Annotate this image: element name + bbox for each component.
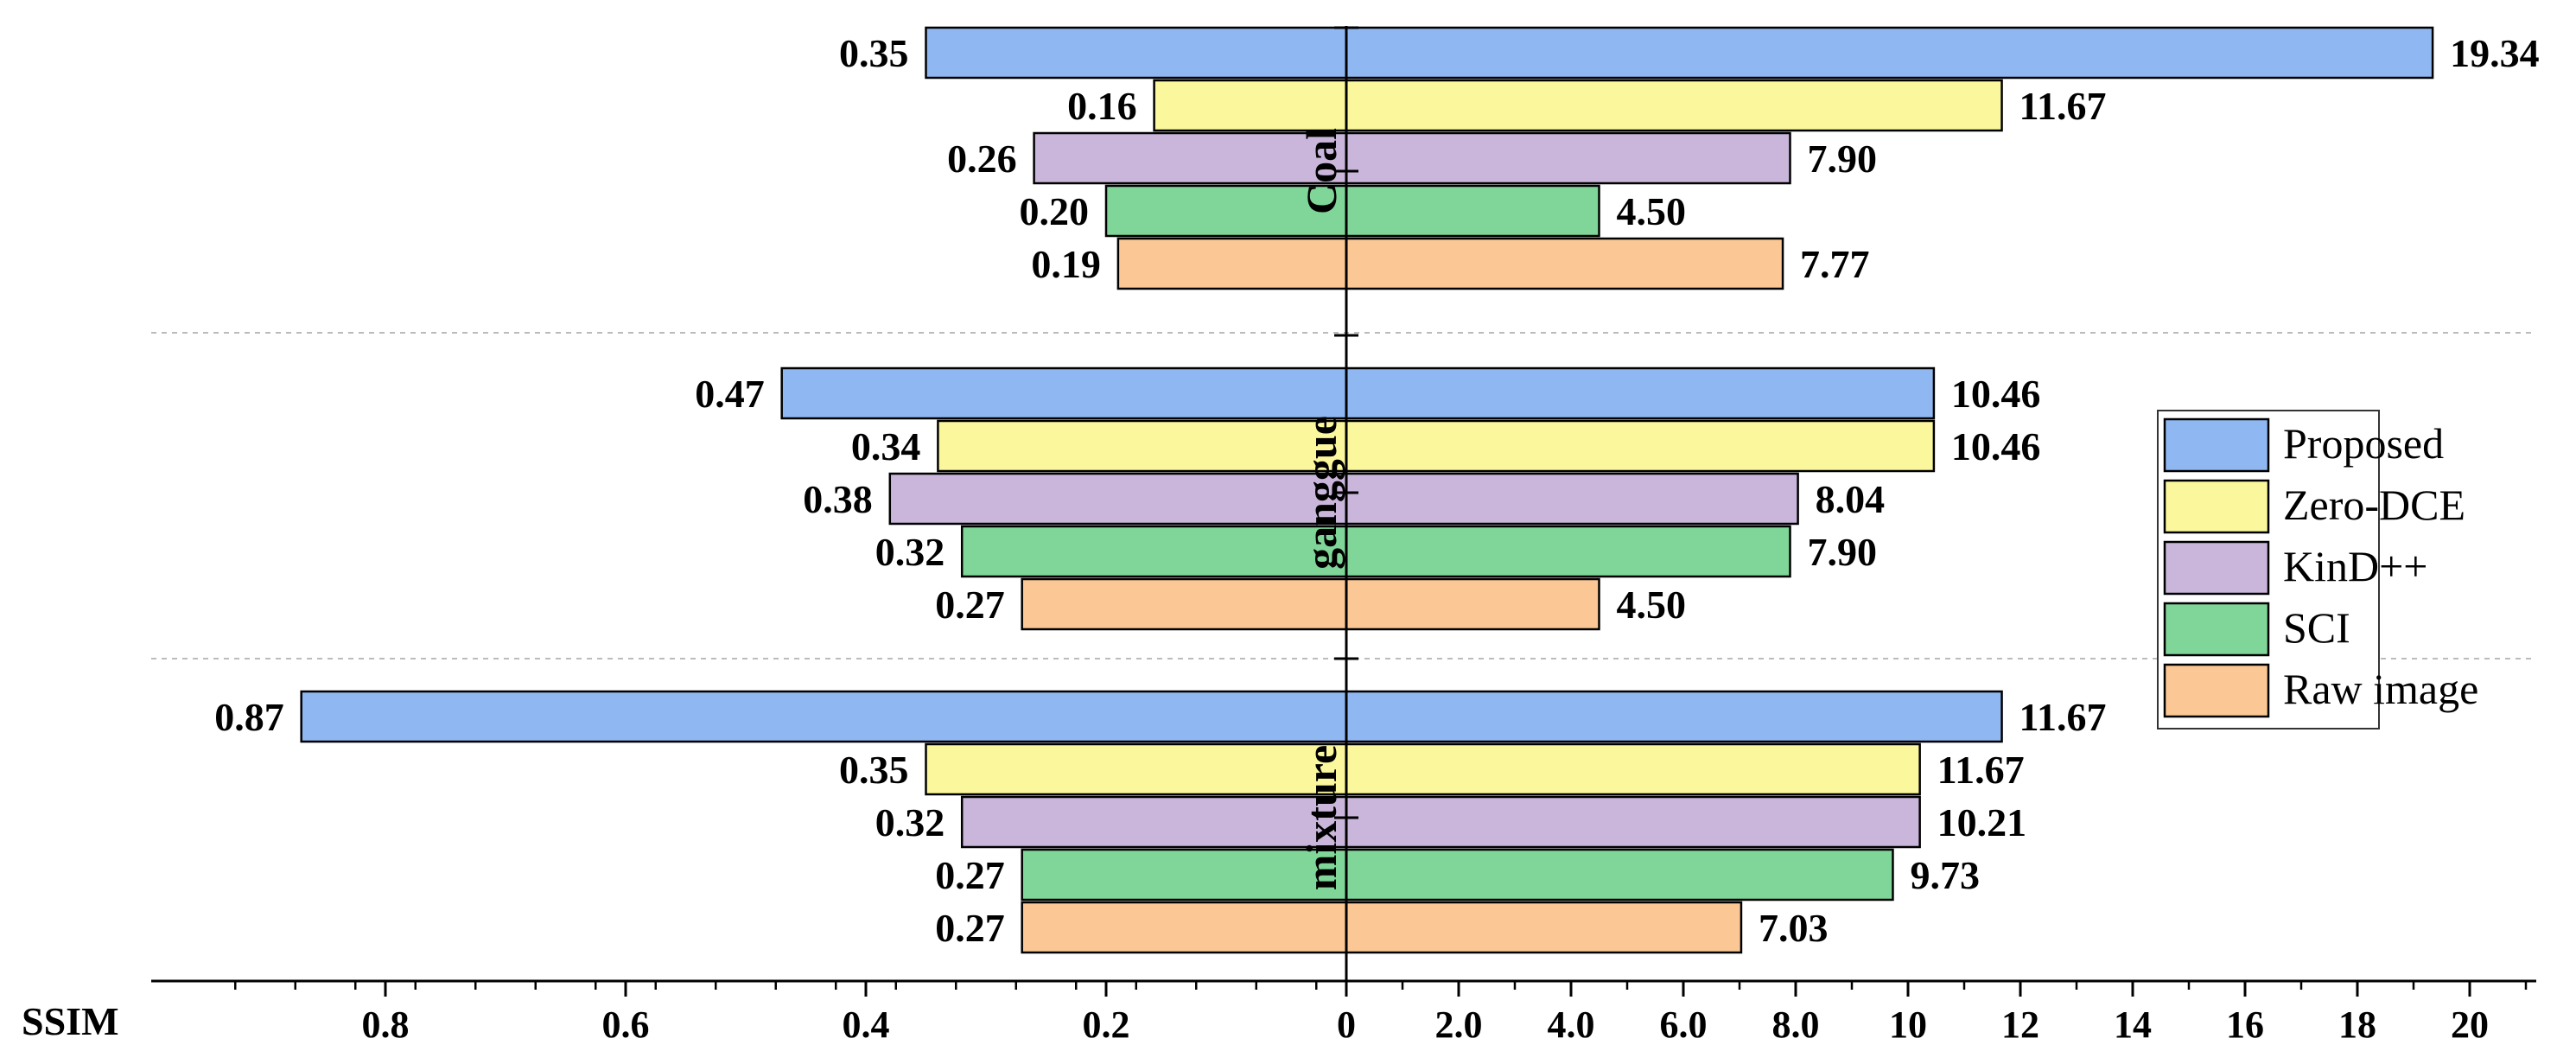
legend-label-kind-: KinD++ (2283, 542, 2428, 590)
bar-left-proposed-mixture (300, 690, 1348, 743)
value-label-right-zero-dce-coal: 11.67 (2019, 84, 2107, 128)
bar-right-raw-image-coal (1345, 237, 1784, 290)
bar-left-zero-dce-coal (1153, 79, 1348, 132)
value-label-left-raw-image-mixture: 0.27 (935, 906, 1005, 950)
legend-label-sci: SCI (2283, 603, 2350, 652)
category-labels-layer: Coal ganggue mixture (1297, 128, 1345, 890)
value-label-right-proposed-ganggue: 10.46 (1951, 372, 2041, 416)
bar-left-raw-image-ganggue (1021, 577, 1348, 631)
left-axis-title: SSIM (22, 999, 118, 1043)
bar-left-zero-dce-mixture (925, 742, 1348, 796)
bar-right-proposed-mixture (1345, 690, 2003, 743)
bar-right-zero-dce-mixture (1345, 742, 1921, 796)
legend-label-raw-image: Raw image (2283, 665, 2478, 713)
bar-left-kind--ganggue (888, 472, 1348, 526)
bar-right-kind--mixture (1345, 795, 1921, 849)
bar-right-kind--coal (1345, 131, 1791, 185)
bar-left-zero-dce-ganggue (937, 419, 1348, 473)
left-tick-label-0: 0.8 (362, 1003, 410, 1046)
legend-swatch-raw-image (2163, 663, 2270, 718)
legend-swatch-sci (2163, 602, 2270, 657)
bar-right-kind--ganggue (1345, 472, 1799, 526)
bar-left-proposed-ganggue (780, 366, 1348, 420)
value-label-left-zero-dce-coal: 0.16 (1067, 84, 1137, 128)
center-axis (1334, 26, 1358, 981)
bar-right-sci-mixture (1345, 848, 1894, 902)
value-label-left-proposed-mixture: 0.87 (214, 695, 284, 739)
bar-right-raw-image-mixture (1345, 901, 1743, 954)
value-label-left-sci-mixture: 0.27 (935, 853, 1005, 897)
value-label-right-zero-dce-ganggue: 10.46 (1951, 424, 2041, 468)
value-label-left-sci-ganggue: 0.32 (875, 530, 945, 574)
bottom-axis: 0.8 0.6 0.4 0.2 0 2.0 4.0 6.0 8.0 10 12 14 16 18 20 (151, 979, 2536, 1046)
value-label-left-zero-dce-ganggue: 0.34 (851, 424, 921, 468)
right-tick-label-8: 18 (2338, 1003, 2376, 1046)
bar-left-raw-image-coal (1116, 237, 1348, 290)
value-label-left-zero-dce-mixture: 0.35 (839, 748, 909, 792)
left-tick-label-2: 0.4 (843, 1003, 890, 1046)
legend-label-proposed: Proposed (2283, 419, 2444, 468)
value-label-right-kind--mixture: 10.21 (1937, 800, 2027, 844)
legend-swatch-kind- (2163, 540, 2270, 596)
bar-right-sci-ganggue (1345, 525, 1791, 578)
value-label-right-sci-mixture: 9.73 (1910, 853, 1980, 897)
category-separators (151, 332, 2532, 659)
legend-swatch-proposed (2163, 417, 2270, 473)
category-label-ganggue: ganggue (1297, 416, 1345, 570)
category-label-mixture: mixture (1297, 745, 1345, 890)
right-tick-label-4: 10 (1889, 1003, 1927, 1046)
bar-right-proposed-ganggue (1345, 366, 1936, 420)
right-tick-label-5: 12 (2001, 1003, 2039, 1046)
right-tick-label-6: 14 (2114, 1003, 2152, 1046)
right-tick-label-7: 16 (2226, 1003, 2264, 1046)
value-label-left-kind--mixture: 0.32 (875, 800, 945, 844)
right-tick-label-2: 6.0 (1660, 1003, 1708, 1046)
value-label-right-raw-image-coal: 7.77 (1800, 242, 1870, 286)
bar-right-zero-dce-ganggue (1345, 419, 1936, 473)
left-tick-label-3: 0.2 (1083, 1003, 1130, 1046)
value-label-right-zero-dce-mixture: 11.67 (1937, 748, 2025, 792)
value-label-right-proposed-mixture: 11.67 (2019, 695, 2107, 739)
value-label-left-raw-image-ganggue: 0.27 (935, 583, 1005, 627)
legend-swatch-zero-dce (2163, 479, 2270, 534)
bars-layer (300, 26, 2434, 954)
bar-left-raw-image-mixture (1021, 901, 1348, 954)
left-tick-label-1: 0.6 (602, 1003, 650, 1046)
value-label-right-sci-coal: 4.50 (1617, 189, 1687, 233)
value-label-right-sci-ganggue: 7.90 (1808, 530, 1878, 574)
category-label-coal: Coal (1297, 128, 1345, 214)
value-labels-layer: 0.35 19.34 0.47 10.46 0.87 11.67 0.16 11.67 0.34… (214, 31, 2539, 950)
value-label-left-sci-coal: 0.20 (1020, 189, 1090, 233)
bar-right-proposed-coal (1345, 26, 2434, 80)
bar-left-kind--coal (1033, 131, 1348, 185)
value-label-right-kind--ganggue: 8.04 (1816, 477, 1886, 521)
value-label-left-kind--ganggue: 0.38 (803, 477, 873, 521)
bar-left-kind--mixture (960, 795, 1348, 849)
bar-left-sci-ganggue (960, 525, 1348, 578)
right-tick-label-1: 4.0 (1548, 1003, 1595, 1046)
value-label-right-raw-image-ganggue: 4.50 (1617, 583, 1687, 627)
legend-label-zero-dce: Zero-DCE (2283, 481, 2465, 529)
value-label-right-raw-image-mixture: 7.03 (1759, 906, 1829, 950)
legend: Proposed Zero-DCE KinD++ SCI Raw image (2157, 410, 2478, 730)
value-label-right-kind--coal: 7.90 (1808, 137, 1878, 181)
bar-right-sci-coal (1345, 184, 1600, 238)
right-tick-label-3: 8.0 (1772, 1003, 1820, 1046)
value-label-left-proposed-ganggue: 0.47 (695, 372, 765, 416)
bar-right-raw-image-ganggue (1345, 577, 1600, 631)
bar-left-proposed-coal (925, 26, 1348, 80)
right-tick-label-0: 2.0 (1435, 1003, 1483, 1046)
bar-left-sci-coal (1104, 184, 1348, 238)
right-tick-label-9: 20 (2451, 1003, 2489, 1046)
value-label-left-kind--coal: 0.26 (947, 137, 1017, 181)
value-label-right-proposed-coal: 19.34 (2450, 31, 2540, 75)
value-label-left-raw-image-coal: 0.19 (1031, 242, 1101, 286)
bar-right-zero-dce-coal (1345, 79, 2003, 132)
value-label-left-proposed-coal: 0.35 (839, 31, 909, 75)
left-tick-label-4: 0 (1337, 1003, 1356, 1046)
